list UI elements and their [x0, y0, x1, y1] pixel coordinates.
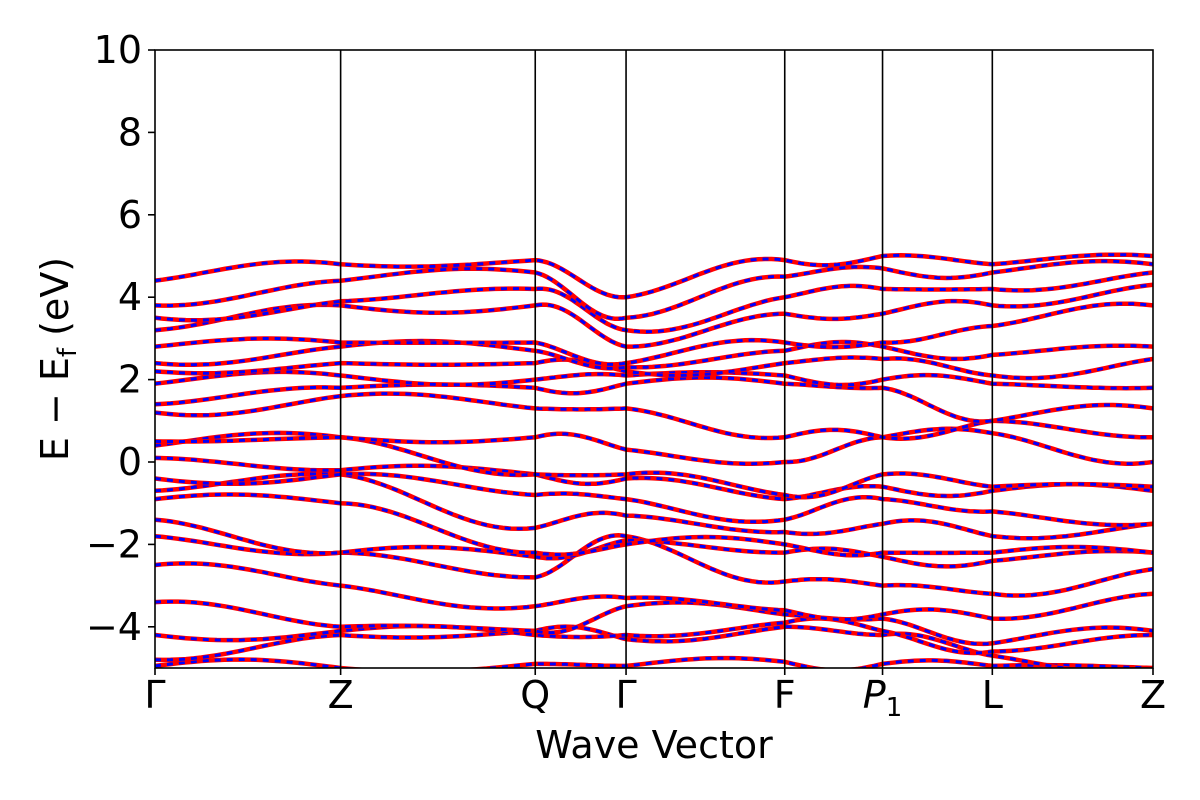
x-tick-label-1: Z — [328, 673, 354, 717]
x-axis-label: Wave Vector — [535, 723, 773, 767]
band-line-solid-6 — [155, 520, 1153, 567]
y-tick-label-2: 0 — [118, 440, 142, 484]
x-axis-ticks: Γ Z Q Γ F P1 L Z — [144, 668, 1166, 723]
y-tick-label-7: 10 — [94, 28, 142, 72]
band-line-solid-5 — [155, 535, 1153, 595]
band-line-solid-0 — [155, 658, 1153, 672]
y-tick-label-5: 6 — [118, 193, 142, 237]
x-tick-label-3: Γ — [615, 673, 636, 717]
x-tick-label-5: P1 — [863, 673, 902, 723]
x-tick-label-0: Γ — [144, 673, 165, 717]
y-tick-label-3: 2 — [118, 358, 142, 402]
y-tick-label-0: −4 — [86, 605, 142, 649]
y-tick-label-6: 8 — [118, 110, 142, 154]
y-axis-ticks: −4 −2 0 2 4 6 8 10 — [86, 28, 155, 649]
x-tick-label-2: Q — [520, 673, 550, 717]
x-tick-label-6: L — [982, 673, 1003, 717]
band-line-solid-4 — [155, 563, 1153, 619]
y-axis-label: E − Ef (eV) — [33, 257, 83, 461]
y-tick-label-1: −2 — [86, 522, 142, 566]
bands-layer — [155, 255, 1153, 672]
x-tick-label-4: F — [774, 673, 796, 717]
band-line-solid-11 — [155, 433, 1153, 497]
y-tick-label-4: 4 — [118, 275, 142, 319]
x-tick-label-7: Z — [1140, 673, 1166, 717]
band-line-dashed-4 — [155, 563, 1153, 619]
